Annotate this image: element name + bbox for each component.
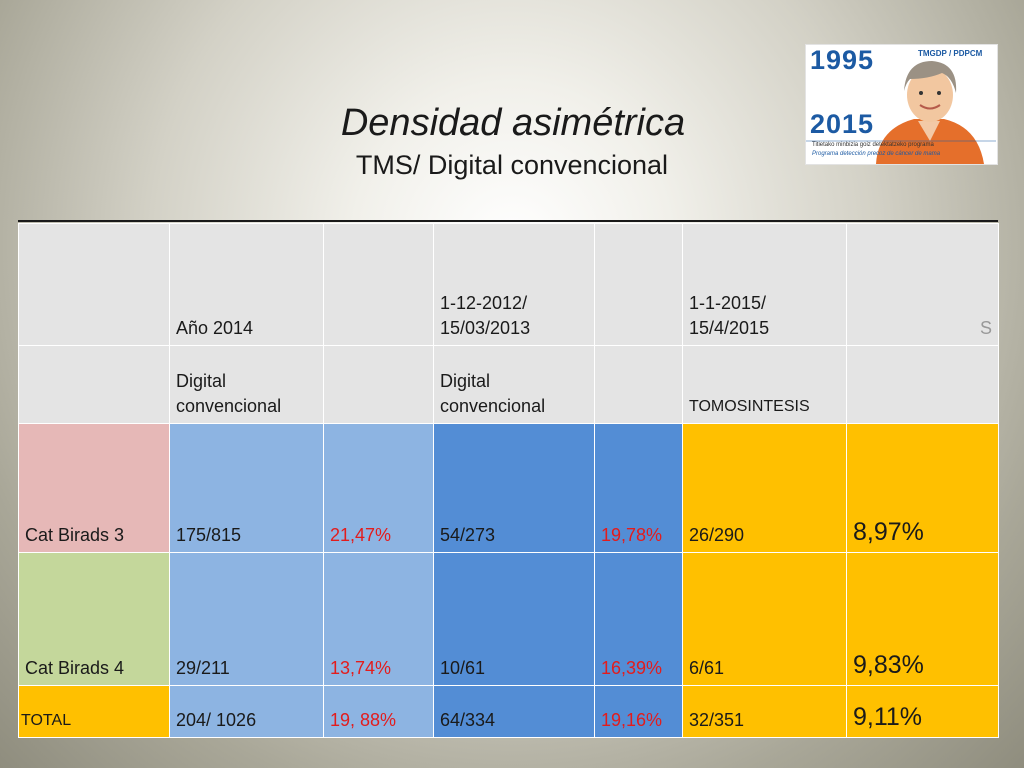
method-digital-2012: Digital convencional — [433, 345, 595, 424]
header-row-methods: Digital convencional Digital convenciona… — [18, 345, 999, 424]
logo-tagline-basque: Titietako minbizia goiz detektatzeko pro… — [812, 142, 934, 148]
count-2012: 54/273 — [433, 423, 595, 553]
count-tomo: 32/351 — [682, 685, 847, 738]
header-period-2012-2013: 1-12-2012/ 15/03/2013 — [433, 223, 595, 346]
row-label: Cat Birads 4 — [18, 552, 170, 686]
method-digital-2014: Digital convencional — [169, 345, 324, 424]
pct-2012: 19,16% — [594, 685, 683, 738]
pct-tomo: 8,97% — [846, 423, 999, 553]
logo-year-start: 1995 — [810, 45, 875, 75]
header-empty-cell — [18, 345, 170, 424]
method-tomosintesis: TOMOSINTESIS — [682, 345, 847, 424]
count-2014: 204/ 1026 — [169, 685, 324, 738]
count-2012: 10/61 — [433, 552, 595, 686]
slide-subtitle: TMS/ Digital convencional — [355, 150, 669, 180]
count-2014: 175/815 — [169, 423, 324, 553]
title-divider — [18, 220, 998, 222]
slide-title: Densidad asimétrica — [340, 102, 686, 144]
pct-tomo: 9,11% — [846, 685, 999, 738]
header-empty-cell — [594, 223, 683, 346]
portrait-icon — [806, 61, 997, 164]
header-empty-cell — [594, 345, 683, 424]
header-row-periods: Año 2014 1-12-2012/ 15/03/2013 1-1-2015/… — [18, 223, 999, 346]
header-period-2015: 1-1-2015/ 15/4/2015 — [682, 223, 847, 346]
row-label: Cat Birads 3 — [18, 423, 170, 553]
header-tail-cell: S — [846, 223, 999, 346]
title-block: Densidad asimétrica TMS/ Digital convenc… — [0, 100, 1024, 182]
logo-year-end: 2015 — [810, 109, 875, 139]
table-row-birads3: Cat Birads 3 175/815 21,47% 54/273 19,78… — [18, 423, 999, 553]
pct-2012: 16,39% — [594, 552, 683, 686]
logo-org: TMGDP / PDPCM — [918, 49, 983, 58]
count-tomo: 6/61 — [682, 552, 847, 686]
header-empty-cell — [18, 223, 170, 346]
header-empty-cell — [323, 345, 434, 424]
density-table: Año 2014 1-12-2012/ 15/03/2013 1-1-2015/… — [18, 223, 999, 738]
pct-2014: 13,74% — [323, 552, 434, 686]
header-empty-cell — [323, 223, 434, 346]
row-label: TOTAL — [18, 685, 170, 738]
pct-2014: 19, 88% — [323, 685, 434, 738]
pct-2014: 21,47% — [323, 423, 434, 553]
table-row-total: TOTAL 204/ 1026 19, 88% 64/334 19,16% 32… — [18, 685, 999, 738]
program-logo: 1995 2015 TMGDP / PDPCM Titietako minbiz… — [805, 44, 998, 165]
table-row-birads4: Cat Birads 4 29/211 13,74% 10/61 16,39% … — [18, 552, 999, 686]
count-tomo: 26/290 — [682, 423, 847, 553]
count-2014: 29/211 — [169, 552, 324, 686]
count-2012: 64/334 — [433, 685, 595, 738]
header-period-2014: Año 2014 — [169, 223, 324, 346]
header-empty-cell — [846, 345, 999, 424]
pct-2012: 19,78% — [594, 423, 683, 553]
logo-tagline-spanish: Programa detección precoz de cáncer de m… — [812, 151, 941, 157]
pct-tomo: 9,83% — [846, 552, 999, 686]
